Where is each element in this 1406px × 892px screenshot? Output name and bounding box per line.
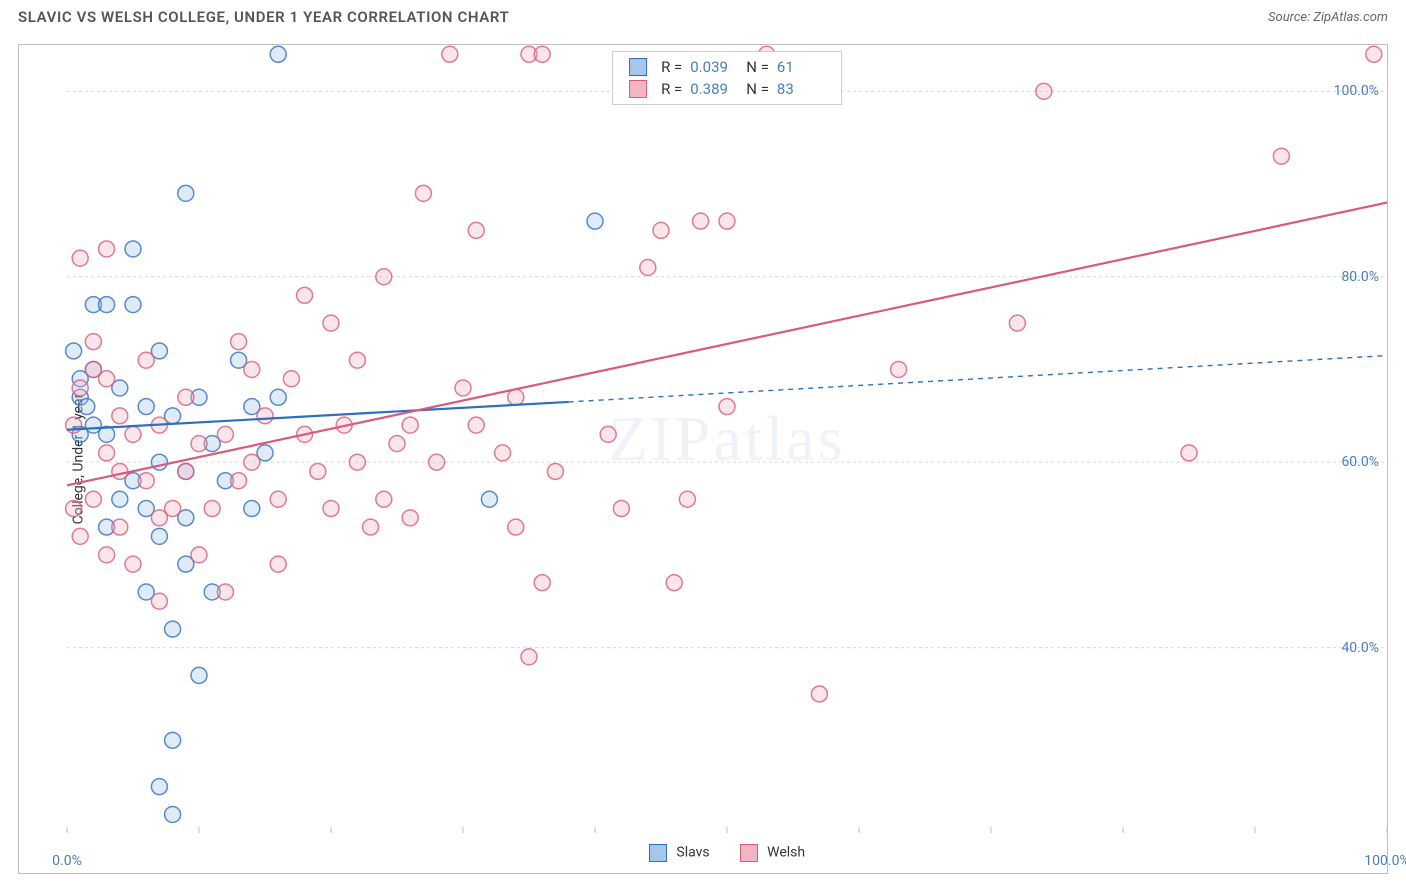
y-tick-label: 40.0% [1341, 640, 1379, 656]
swatch-slavs [649, 844, 667, 862]
correlation-legend: R = 0.039 N = 61 R = 0.389 N = 83 [612, 51, 842, 105]
chart-title: SLAVIC VS WELSH COLLEGE, UNDER 1 YEAR CO… [18, 8, 509, 26]
swatch-welsh [629, 80, 647, 98]
scatter-svg [67, 45, 1387, 833]
legend-label-slavs: Slavs [676, 845, 709, 861]
r-label: R = [661, 58, 682, 76]
n-label: N = [746, 58, 769, 76]
legend-row-welsh: R = 0.389 N = 83 [629, 78, 825, 100]
r-label: R = [661, 80, 682, 98]
n-value-welsh: 83 [777, 80, 825, 98]
legend-item-welsh: Welsh [740, 844, 805, 862]
swatch-welsh [740, 844, 758, 862]
source-label: Source: ZipAtlas.com [1268, 10, 1388, 25]
swatch-slavs [629, 58, 647, 76]
y-tick-label: 80.0% [1341, 269, 1379, 285]
series-legend: Slavs Welsh [67, 833, 1387, 873]
legend-item-slavs: Slavs [649, 844, 710, 862]
y-tick-label: 100.0% [1334, 83, 1379, 99]
chart-container: College, Under 1 year ZIPatlas R = 0.039… [18, 44, 1388, 874]
legend-row-slavs: R = 0.039 N = 61 [629, 56, 825, 78]
r-value-welsh: 0.389 [690, 80, 738, 98]
plot-area: ZIPatlas R = 0.039 N = 61 R = 0.389 N = … [67, 45, 1387, 833]
r-value-slavs: 0.039 [690, 58, 738, 76]
legend-label-welsh: Welsh [767, 845, 805, 861]
n-value-slavs: 61 [777, 58, 825, 76]
y-tick-label: 60.0% [1341, 454, 1379, 470]
n-label: N = [746, 80, 769, 98]
